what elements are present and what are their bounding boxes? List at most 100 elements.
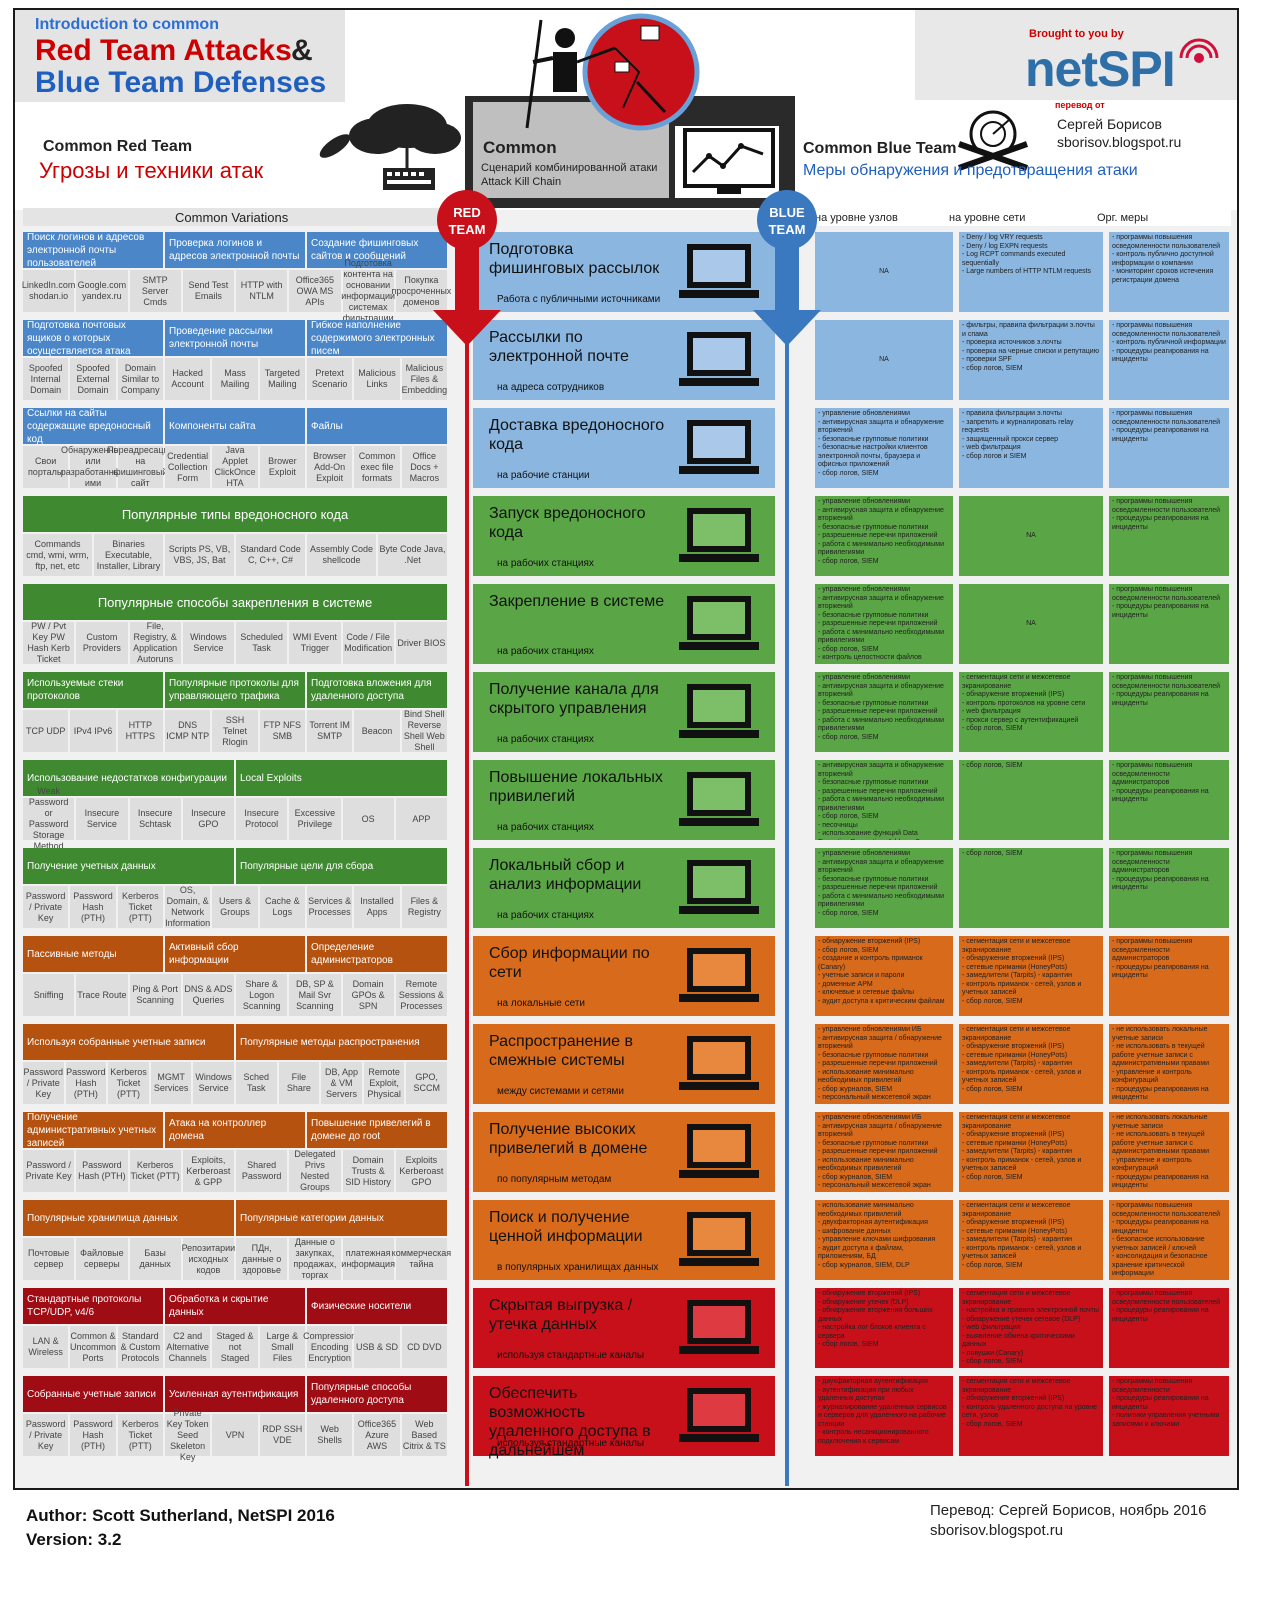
defense-host: - обнаружение вторжений (IPS) - сбор лог… (815, 936, 953, 1016)
defense-org: - программы повышения осведомленности ад… (1109, 936, 1229, 1016)
variation-item: USB & SD (354, 1326, 400, 1368)
kill-chain-stage: Получение канала для скрытого управления… (473, 672, 775, 752)
stage-subtitle: между системами и сетями (497, 1086, 624, 1097)
stage-title: Рассылки по электронной почте (489, 329, 629, 365)
variation-group-header: Физические носители (307, 1288, 447, 1324)
brought-by: Brought to you by (1029, 28, 1124, 40)
kill-chain-stage: Поиск и получение ценной информации в поп… (473, 1200, 775, 1280)
stage-laptop-icon (679, 1036, 759, 1090)
kill-chain-stage: Подготовка фишинговых рассылок Работа с п… (473, 232, 775, 312)
variation-group-header: Активный сбор информации (165, 936, 305, 972)
stage-title: Сбор информации по сети (489, 945, 650, 981)
variation-group-header: Используемые стеки протоколов (23, 672, 163, 708)
stage-title: Подготовка фишинговых рассылок (489, 241, 660, 277)
variation-group-header: Стандартные протоколы TCP/UDP, v4/6 (23, 1288, 163, 1324)
blue-team-en: Common Blue Team (803, 140, 957, 157)
variation-item: Hacked Account (165, 358, 211, 400)
defense-host: - использование минимально необходимых п… (815, 1200, 953, 1280)
variation-group-header: Поиск логинов и адресов электронной почт… (23, 232, 163, 269)
variation-item: Spoofed External Domain (70, 358, 116, 400)
stage-laptop-icon (679, 860, 759, 914)
variation-item: Google.com yandex.ru (76, 270, 128, 312)
stage-title: Скрытая выгрузка / утечка данных (489, 1297, 633, 1333)
variation-item: Репозитарии исходных кодов (182, 1238, 235, 1280)
defense-host: - управление обновлениями - антивирусная… (815, 672, 953, 752)
defense-org: - программы повышения осведомленности - … (1109, 1376, 1229, 1456)
kill-chain-stage: Обеспечить возможность удаленного доступ… (473, 1376, 775, 1459)
variation-item: Share & Logon Scanning (236, 974, 288, 1016)
variation-group-header: Подготовка вложения для удаленного досту… (307, 672, 447, 708)
defense-net: - сегментация сети и межсетевое экраниро… (959, 1200, 1103, 1280)
stage-subtitle: используя стандартные каналы (497, 1350, 645, 1361)
variation-item: Office Docs + Macros (401, 446, 447, 488)
defense-org: - программы повышения осведомленности по… (1109, 672, 1229, 752)
variation-group-header: Собранные учетные записи (23, 1376, 163, 1412)
variation-item: Remote Sessions & Processes (395, 974, 447, 1016)
stage-laptop-icon (679, 684, 759, 738)
chart-monitor-icon (683, 128, 775, 194)
intro-text: Introduction to common (35, 16, 219, 33)
col-variations: Common Variations (175, 210, 289, 225)
variation-item: SSH Telnet Rlogin (212, 710, 258, 752)
variation-item: Kerberos Ticket (PTT) (117, 886, 163, 928)
common-ru1: Сценарий комбинированной атаки (481, 162, 658, 174)
common-ru2: Attack Kill Chain (481, 176, 562, 188)
blue-badge-circle (757, 190, 817, 250)
kill-chain-stage: Повышение локальных привилегий на рабочих… (473, 760, 775, 840)
variation-item: LinkedIn.com shodan.io (22, 270, 75, 312)
stage-subtitle: используя стандартные каналы (497, 1438, 645, 1449)
stage-laptop-icon (679, 772, 759, 826)
kill-chain-stage: Рассылки по электронной почте на адреса с… (473, 320, 775, 400)
variation-item: Files & Registry (401, 886, 447, 928)
variation-group-header: Создание фишинговых сайтов и сообщений (307, 232, 447, 268)
blue-arrow-head (753, 310, 821, 346)
variation-item: GPO, SCCM (406, 1062, 447, 1104)
kill-chain-stage: Закрепление в системе на рабочих станциях (473, 584, 775, 664)
stage-laptop-icon (679, 1124, 759, 1178)
stage-subtitle: на адреса сотрудников (497, 382, 605, 393)
variation-item: Windows Service (182, 622, 234, 664)
variation-item: Driver BIOS (395, 622, 447, 664)
stage-laptop-icon (679, 1300, 759, 1354)
stage-subtitle: на рабочих станциях (497, 734, 594, 745)
variation-item: VPN (212, 1414, 258, 1456)
variation-item: Brower Exploit (259, 446, 305, 488)
variation-group-header: Local Exploits (236, 760, 447, 796)
defense-host: - управление обновлениями - антивирусная… (815, 848, 953, 928)
variation-item: Web Shells (307, 1414, 353, 1456)
variation-item: WMI Event Trigger (289, 622, 341, 664)
variation-item: FTP NFS SMB (259, 710, 305, 752)
variation-item: Windows Service (193, 1062, 234, 1104)
stage-laptop-icon (679, 1212, 759, 1266)
variation-item: DB, App & VM Servers (321, 1062, 362, 1104)
variation-item: Beacon (354, 710, 400, 752)
variation-item: Scripts PS, VB, VBS, JS, Bat (165, 534, 234, 576)
variation-item: Password / Private Key (23, 886, 69, 928)
defense-org: - программы повышения осведомленности ад… (1109, 848, 1229, 928)
variation-group-header: Популярные способы удаленного доступа (307, 1376, 447, 1412)
variation-item: Почтовые сервер (23, 1238, 75, 1280)
variation-item: Custom Providers (76, 622, 128, 664)
stage-laptop-icon (679, 244, 759, 298)
blue-team-ru: Меры обнаружения и предотвращения атаки (803, 162, 1138, 179)
variations-header-bar (23, 208, 453, 226)
title-panel (15, 10, 345, 102)
brand-panel (915, 10, 1237, 100)
variation-item: DNS & ADS Queries (182, 974, 234, 1016)
defense-host: - антивирусная защита и обнаружение втор… (815, 760, 953, 840)
variation-group-header: Атака на контроллер домена (165, 1112, 305, 1148)
variation-group-header: Повышение привелегий в домене до root (307, 1112, 447, 1148)
defense-net: NA (959, 584, 1103, 664)
defense-org: - программы повышения осведомленности по… (1109, 496, 1229, 576)
red-team-ru: Угрозы и техники атак (39, 158, 264, 183)
variation-item: Переадресация на фишинговый сайт (107, 445, 174, 488)
header: Introduction to common Red Team Attacks … (15, 10, 1237, 210)
variation-item: C2 and Alternative Channels (165, 1326, 211, 1368)
variation-group-header: Используя собранные учетные записи (23, 1024, 234, 1060)
variation-item: Trace Route (76, 974, 128, 1016)
netspi-signal-icon (1179, 38, 1219, 63)
variation-group-header: Определение администраторов (307, 936, 447, 972)
col-org: Орг. меры (1097, 212, 1149, 224)
variation-item: Commands cmd, wmi, wrm, ftp, net, etc (23, 534, 92, 576)
variation-item: Assembly Code shellcode (307, 534, 376, 576)
